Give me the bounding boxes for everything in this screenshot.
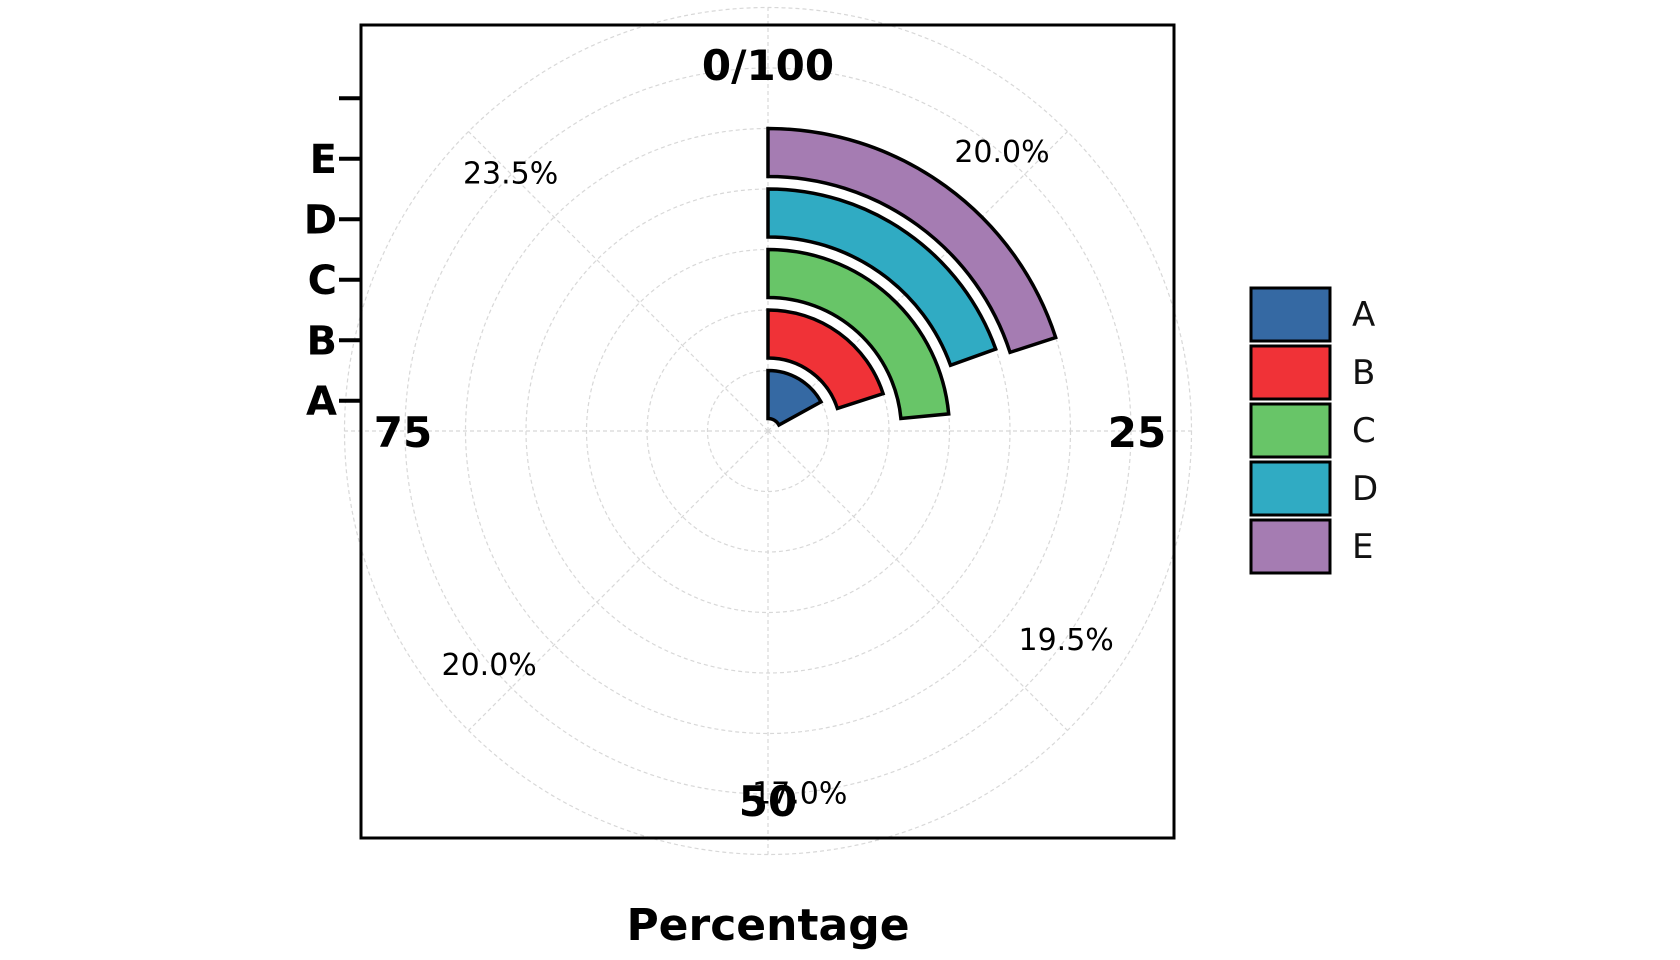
bar-c — [766, 247, 951, 421]
x-axis-label: Percentage — [626, 900, 909, 951]
direction-label: 0/100 — [702, 41, 834, 90]
bars — [766, 126, 1058, 428]
direction-label: 50 — [739, 777, 797, 826]
polar-grid — [343, 6, 1193, 856]
radial-tick-label-c: C — [308, 258, 337, 304]
grid-circle — [706, 369, 830, 493]
bar-d — [766, 187, 998, 368]
bar-b — [766, 308, 886, 411]
legend-label-e: E — [1352, 527, 1373, 567]
grid-spoke — [767, 430, 1068, 731]
percentage-label-d: 19.5% — [1019, 623, 1114, 658]
radial-tick-label-d: D — [304, 197, 337, 243]
legend-label-c: C — [1352, 411, 1376, 451]
radial-tick-label-b: B — [307, 318, 338, 364]
percentage-label-a: 17.0% — [752, 777, 847, 812]
grid-spoke — [468, 131, 769, 432]
radial-tick-label-a: A — [306, 379, 337, 425]
bar-a — [766, 368, 824, 428]
legend-swatch-d — [1249, 460, 1332, 517]
plot-frame — [359, 23, 1176, 840]
percentage-label-c: 23.5% — [463, 157, 558, 192]
percentage-labels: 23.5% 20.0% 19.5% 17.0% 20.0% — [442, 135, 1114, 811]
legend-swatch-b — [1249, 344, 1332, 401]
grid-spoke — [468, 430, 769, 731]
direction-label: 25 — [1108, 408, 1166, 457]
legend-swatch-c — [1249, 402, 1332, 459]
legend-swatch-e — [1249, 518, 1332, 575]
percentage-label-b: 20.0% — [954, 135, 1049, 170]
percentage-label-e: 20.0% — [442, 648, 537, 683]
legend-swatch-a — [1249, 286, 1332, 343]
radial-tick-label-e: E — [310, 137, 337, 183]
bar-e — [766, 126, 1058, 355]
direction-label: 75 — [374, 408, 432, 457]
direction-labels: 0/100 25 50 75 — [374, 41, 1166, 826]
legend-label-b: B — [1352, 353, 1375, 393]
grid-circle — [404, 67, 1132, 795]
legend-label-a: A — [1352, 295, 1375, 335]
legend-label-d: D — [1352, 469, 1378, 509]
